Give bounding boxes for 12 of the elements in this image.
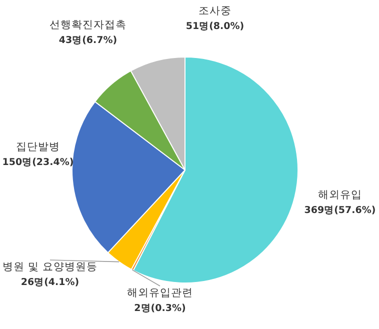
slice-label: 집단발병 bbox=[16, 141, 60, 153]
slice-label: 해외유입관련 bbox=[127, 287, 193, 299]
data-label: 369명(57.6%) bbox=[304, 205, 376, 216]
slice-label: 선행확진자접촉 bbox=[50, 19, 126, 31]
data-label: 2명(0.3%) bbox=[134, 303, 186, 314]
data-label: 43명(6.7%) bbox=[58, 35, 118, 46]
data-label: 26명(4.1%) bbox=[20, 277, 80, 288]
data-label: 51명(8.0%) bbox=[186, 21, 244, 32]
data-label: 150명(23.4%) bbox=[2, 157, 74, 168]
slice-label: 해외유입 bbox=[318, 189, 362, 201]
slice-label: 병원 및 요양병원등 bbox=[2, 261, 98, 273]
slice-label: 조사중 bbox=[198, 5, 232, 17]
